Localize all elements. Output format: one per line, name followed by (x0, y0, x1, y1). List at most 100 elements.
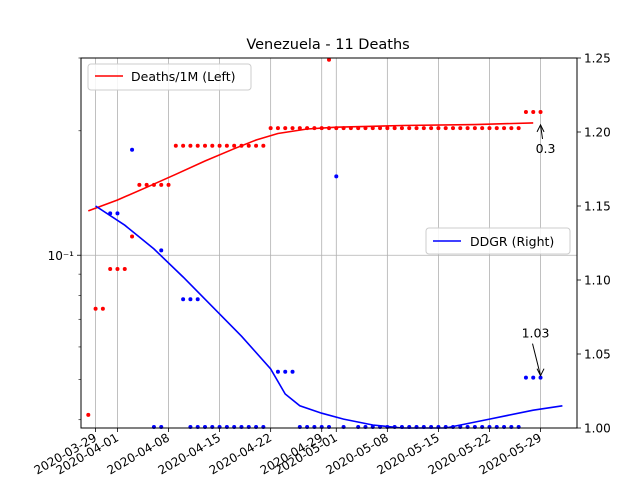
y-right-tick-label: 1.10 (584, 274, 611, 288)
data-point-1 (195, 297, 200, 302)
data-point-0 (159, 182, 164, 187)
data-point-0 (494, 126, 499, 131)
data-point-0 (341, 126, 346, 131)
data-point-0 (86, 412, 91, 417)
data-point-0 (203, 143, 207, 148)
data-point-1 (538, 375, 543, 380)
data-point-0 (436, 126, 441, 131)
data-point-0 (166, 182, 171, 187)
legend-left-box (87, 63, 252, 91)
data-point-1 (188, 297, 193, 302)
data-point-0 (261, 143, 266, 148)
data-point-0 (254, 143, 259, 148)
data-point-0 (195, 143, 200, 148)
annotation-arrow (532, 343, 542, 376)
data-point-0 (181, 143, 186, 148)
y-right-tick-label: 1.20 (584, 126, 611, 140)
data-point-1 (108, 211, 113, 216)
data-point-0 (465, 126, 470, 131)
data-point-0 (130, 234, 135, 239)
legend-left-label: Deaths/1M (Left) (131, 69, 236, 84)
legend-right: DDGR (Right) (425, 227, 571, 255)
data-point-0 (451, 126, 455, 131)
data-point-0 (297, 126, 302, 131)
annotation-label: 0.3 (536, 141, 556, 156)
data-point-1 (115, 211, 120, 216)
data-point-0 (217, 143, 222, 148)
annotation-arrow (540, 124, 544, 139)
data-point-0 (268, 126, 273, 131)
data-point-0 (115, 267, 120, 272)
data-point-1 (130, 147, 135, 152)
data-point-0 (327, 126, 331, 131)
data-point-0 (458, 126, 463, 131)
y-left-tick-label: 10⁻¹ (48, 249, 75, 263)
chart-title: Venezuela - 11 Deaths (246, 37, 409, 53)
data-point-0 (523, 110, 528, 115)
y-right-tick-label: 1.05 (584, 348, 611, 362)
data-point-1 (283, 369, 288, 374)
data-point-0 (414, 126, 419, 131)
data-point-1 (275, 369, 280, 374)
data-point-0 (246, 143, 251, 148)
data-point-0 (538, 110, 543, 115)
data-point-0 (356, 126, 361, 131)
data-point-0 (487, 126, 492, 131)
y-right-tick-label: 1.25 (584, 52, 611, 66)
data-point-0 (502, 126, 507, 131)
legend-left: Deaths/1M (Left) (87, 63, 252, 91)
data-point-0 (188, 143, 193, 148)
annotation-arrowhead (536, 123, 545, 133)
data-point-0 (173, 143, 178, 148)
data-point-0 (144, 182, 149, 187)
data-point-1 (523, 375, 528, 380)
data-point-0 (312, 126, 317, 131)
data-point-0 (108, 267, 113, 272)
data-point-1 (181, 297, 186, 302)
data-point-0 (224, 143, 229, 148)
plot-frame (80, 57, 578, 429)
data-point-0 (93, 306, 98, 311)
data-point-0 (509, 126, 514, 131)
data-point-0 (232, 143, 237, 148)
data-point-0 (275, 126, 280, 131)
annotations: 0.3 1.03 (522, 123, 556, 377)
data-point-0 (429, 126, 434, 131)
data-point-0 (516, 126, 521, 131)
data-point-0 (399, 126, 404, 131)
data-point-0 (239, 143, 244, 148)
legend-right-label: DDGR (Right) (470, 234, 554, 249)
data-point-0 (348, 126, 353, 131)
data-point-0 (421, 126, 426, 131)
data-point-1 (531, 375, 536, 380)
data-point-0 (407, 126, 412, 131)
data-point-0 (480, 126, 485, 131)
data-point-0 (363, 126, 368, 131)
data-point-0 (290, 126, 295, 131)
series-line-0 (88, 122, 534, 212)
data-point-0 (210, 143, 215, 148)
data-point-0 (472, 126, 477, 131)
data-point-0 (151, 182, 156, 187)
data-point-0 (319, 126, 324, 131)
data-point-0 (443, 126, 448, 131)
data-point-1 (290, 369, 295, 374)
y-right-tick-label: 1.15 (584, 200, 611, 214)
data-point-1 (159, 248, 164, 253)
annotation-arrowhead (536, 368, 545, 377)
data-point-0 (378, 126, 383, 131)
data-point-0 (370, 126, 375, 131)
data-point-0 (137, 182, 142, 187)
data-point-0 (100, 306, 105, 311)
legend-right-box (425, 227, 571, 255)
data-point-0 (531, 110, 536, 115)
data-point-0 (392, 126, 397, 131)
data-point-0 (334, 126, 339, 131)
data-point-0 (327, 57, 331, 62)
data-point-0 (283, 126, 288, 131)
data-point-0 (122, 267, 127, 272)
data-point-1 (334, 174, 339, 179)
data-point-0 (305, 126, 310, 131)
data-point-0 (385, 126, 390, 131)
